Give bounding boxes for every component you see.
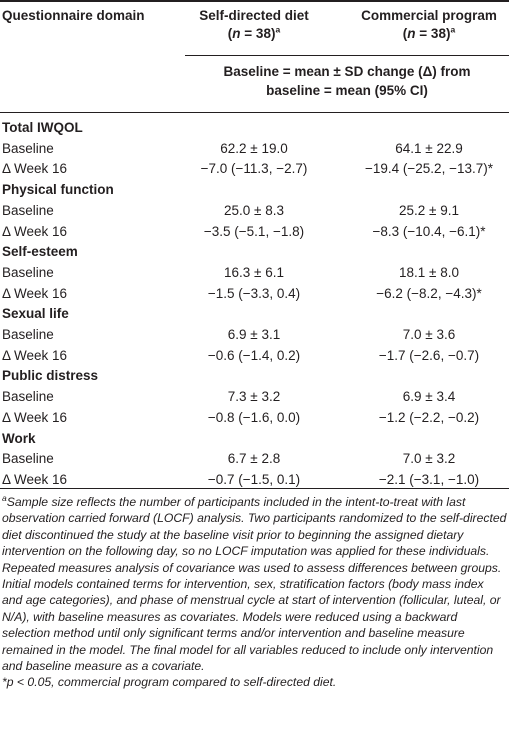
row-label: Δ Week 16: [2, 409, 68, 425]
footnote-star: *p < 0.05, commercial program compared t…: [2, 675, 337, 690]
row-label: Δ Week 16: [2, 471, 68, 487]
row-label: Δ Week 16: [2, 347, 68, 363]
top-rule: [0, 0, 509, 2]
section-title: Work: [2, 430, 36, 446]
section-title: Physical function: [2, 182, 114, 198]
commercial-value: 18.1 ± 8.0: [399, 264, 459, 280]
self-directed-value: −3.5 (−5.1, −1.8): [203, 223, 305, 239]
footnote-a-marker: a: [2, 492, 7, 503]
row-label: Δ Week 16: [2, 285, 68, 301]
commercial-value: −2.1 (−3.1, −1.0): [378, 471, 480, 487]
footnotes: aSample size reflects the number of part…: [2, 494, 507, 691]
row-label: Baseline: [2, 389, 54, 405]
commercial-value: −8.3 (−10.4, −6.1)*: [372, 223, 486, 239]
commercial-value: 64.1 ± 22.9: [395, 140, 463, 156]
section-title: Public distress: [2, 368, 99, 384]
self-directed-value: 25.0 ± 8.3: [224, 202, 284, 218]
footnote-a: aSample size reflects the number of part…: [2, 494, 507, 674]
row-label: Baseline: [2, 327, 54, 342]
subheader-line-2: baseline = mean (95% CI): [266, 83, 428, 98]
commercial-value: 7.0 ± 3.6: [402, 327, 456, 342]
self-directed-n: (n = 38)a: [227, 24, 281, 41]
domain-column-header: Questionnaire domain: [2, 8, 145, 23]
commercial-value: −1.2 (−2.2, −0.2): [378, 409, 480, 425]
footnote-marker: a: [275, 24, 281, 35]
self-directed-value: −0.7 (−1.5, 0.1): [207, 471, 301, 487]
commercial-value: 6.9 ± 3.4: [402, 389, 456, 405]
row-label: Baseline: [2, 264, 54, 280]
self-directed-value: 6.7 ± 2.8: [227, 451, 281, 467]
section-title: Total IWQOL: [2, 120, 83, 135]
header-bottom-rule: [0, 112, 509, 113]
n-value: = 38): [415, 26, 451, 41]
self-directed-value: 7.3 ± 3.2: [227, 389, 281, 405]
commercial-value: 25.2 ± 9.1: [399, 202, 459, 218]
commercial-header: Commercial program: [361, 8, 497, 23]
table-bottom-rule: [0, 488, 509, 489]
footnote-marker: a: [450, 24, 456, 35]
n-variable: n: [407, 26, 416, 41]
self-directed-value: −7.0 (−11.3, −2.7): [200, 161, 308, 177]
row-label: Baseline: [2, 202, 54, 218]
self-directed-value: 62.2 ± 19.0: [220, 140, 288, 156]
n-value: = 38): [240, 26, 276, 41]
section-title: Sexual life: [2, 306, 69, 322]
self-directed-header: Self-directed diet: [199, 8, 309, 23]
row-label: Baseline: [2, 140, 54, 156]
commercial-value: −1.7 (−2.6, −0.7): [378, 347, 480, 363]
self-directed-value: 16.3 ± 6.1: [224, 264, 284, 280]
self-directed-value: 6.9 ± 3.1: [227, 327, 281, 342]
subheader-line-1: Baseline = mean ± SD change (Δ) from: [223, 64, 471, 79]
commercial-n: (n = 38)a: [402, 24, 456, 41]
commercial-value: 7.0 ± 3.2: [402, 451, 456, 467]
section-title: Self-esteem: [2, 244, 78, 260]
n-variable: n: [232, 26, 241, 41]
footnote-a-text: Sample size reflects the number of parti…: [2, 495, 507, 674]
self-directed-value: −0.6 (−1.4, 0.2): [207, 347, 301, 363]
commercial-value: −19.4 (−25.2, −13.7)*: [365, 161, 493, 177]
row-label: Δ Week 16: [2, 161, 68, 177]
row-label: Baseline: [2, 451, 54, 467]
row-label: Δ Week 16: [2, 223, 68, 239]
self-directed-value: −1.5 (−3.3, 0.4): [207, 285, 301, 301]
self-directed-value: −0.8 (−1.6, 0.0): [207, 409, 301, 425]
header-sub-rule: [185, 55, 509, 56]
commercial-value: −6.2 (−8.2, −4.3)*: [376, 285, 482, 301]
